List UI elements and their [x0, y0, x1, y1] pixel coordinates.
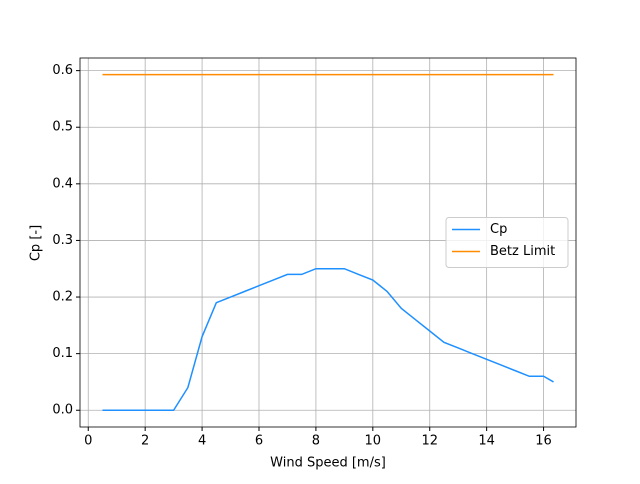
x-tick-label: 16 — [535, 434, 552, 449]
legend: Cp Betz Limit — [445, 217, 569, 268]
x-tick-label: 8 — [312, 434, 320, 449]
x-tick-label: 10 — [365, 434, 382, 449]
line-series — [102, 267, 554, 411]
x-tick-label: 2 — [141, 434, 149, 449]
y-tick-label: 0.3 — [52, 233, 73, 248]
y-tick-label: 0.6 — [52, 63, 73, 78]
y-tick-label: 0.1 — [52, 346, 73, 361]
y-tick-label: 0.0 — [52, 403, 73, 418]
y-axis-label: Cp [-] — [29, 225, 44, 261]
x-axis-label: Wind Speed [m/s] — [270, 456, 386, 471]
legend-label: Cp — [490, 222, 507, 237]
axes-frame — [79, 57, 577, 428]
x-tick-label: 14 — [478, 434, 495, 449]
x-tick-label: 6 — [255, 434, 263, 449]
x-tick-label: 0 — [84, 434, 92, 449]
y-tick-label: 0.2 — [52, 290, 73, 305]
y-tick-label: 0.4 — [52, 176, 73, 191]
x-tick-label: 12 — [421, 434, 438, 449]
legend-label: Betz Limit — [490, 244, 555, 259]
x-tick-label: 4 — [198, 434, 206, 449]
y-tick-label: 0.5 — [52, 120, 73, 135]
